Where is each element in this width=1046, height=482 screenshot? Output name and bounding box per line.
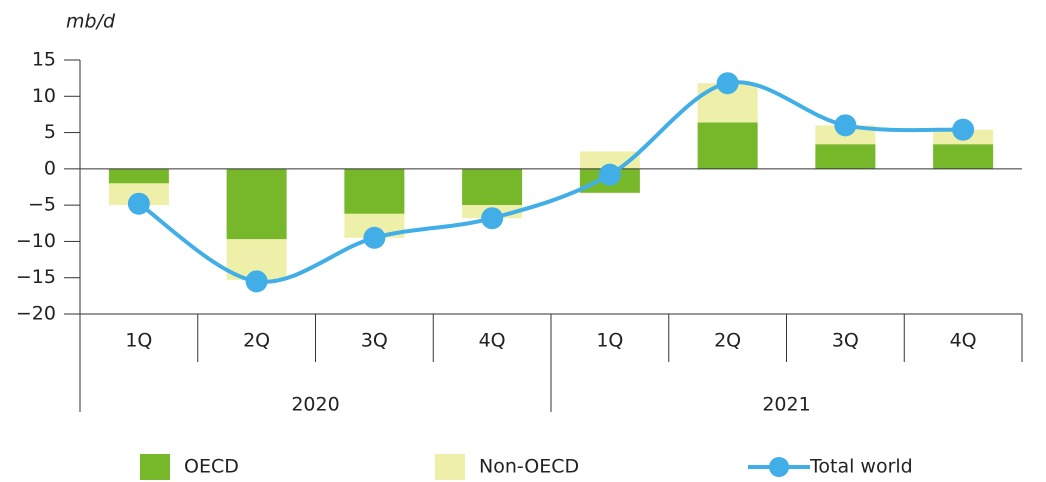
y-tick-label: 10 bbox=[32, 85, 56, 107]
bar bbox=[344, 213, 405, 238]
bar bbox=[108, 168, 169, 184]
bar bbox=[933, 144, 994, 169]
point bbox=[952, 118, 975, 141]
point bbox=[363, 226, 386, 249]
y-tick-label: −15 bbox=[16, 266, 56, 288]
point bbox=[481, 207, 504, 230]
y-tick-label: −20 bbox=[16, 303, 56, 325]
legend-swatch bbox=[140, 454, 170, 480]
legend-label: OECD bbox=[184, 456, 239, 478]
y-tick-label: 0 bbox=[44, 157, 56, 179]
x-tick-label: 3Q bbox=[832, 330, 859, 352]
x-tick-label: 3Q bbox=[361, 330, 388, 352]
x-tick-label: 2Q bbox=[243, 330, 270, 352]
legend-label: Total world bbox=[809, 456, 913, 478]
y-tick-label: −5 bbox=[28, 194, 56, 216]
legend-label: Non-OECD bbox=[479, 456, 579, 478]
y-unit: mb/d bbox=[66, 11, 116, 33]
point bbox=[245, 270, 268, 293]
x-tick-label: 1Q bbox=[125, 330, 152, 352]
point bbox=[127, 192, 150, 215]
y-tick-label: 5 bbox=[44, 121, 56, 143]
x-tick-label: 4Q bbox=[950, 330, 977, 352]
bar bbox=[697, 122, 758, 169]
group-label: 2021 bbox=[762, 394, 810, 416]
bar bbox=[462, 168, 523, 206]
bar bbox=[815, 144, 876, 169]
point bbox=[716, 72, 739, 95]
y-tick-label: 15 bbox=[32, 49, 56, 71]
bar bbox=[344, 168, 405, 214]
group-label: 2020 bbox=[291, 394, 339, 416]
legend-swatch bbox=[435, 454, 465, 480]
x-tick-label: 2Q bbox=[714, 330, 741, 352]
x-tick-label: 1Q bbox=[596, 330, 623, 352]
y-tick-label: −10 bbox=[16, 230, 56, 252]
point bbox=[834, 114, 857, 137]
legend-swatch bbox=[769, 457, 789, 477]
point bbox=[598, 163, 621, 186]
bar bbox=[226, 168, 287, 240]
x-tick-label: 4Q bbox=[479, 330, 506, 352]
